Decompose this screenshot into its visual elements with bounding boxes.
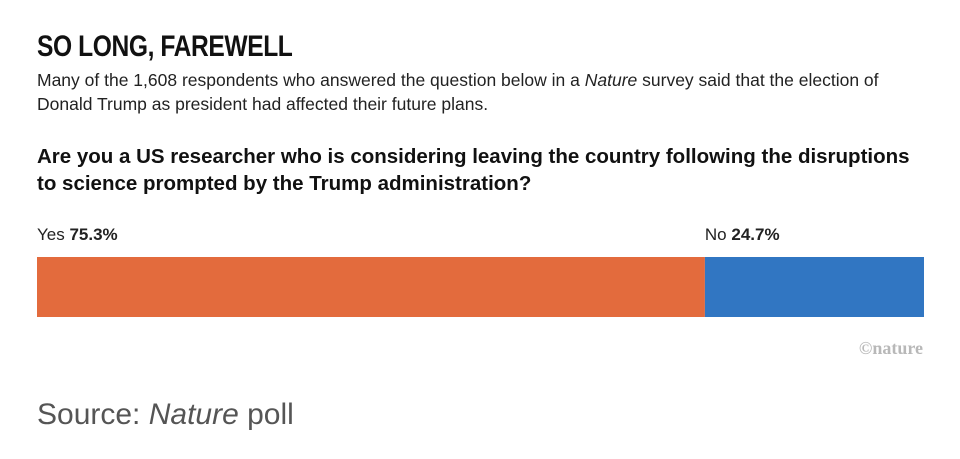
source-line: Source: Nature poll <box>37 398 294 432</box>
chart-subtitle: Many of the 1,608 respondents who answer… <box>37 68 917 116</box>
nature-credit: ©nature <box>858 338 923 358</box>
no-value: 24.7% <box>731 225 780 244</box>
survey-question: Are you a US researcher who is consideri… <box>37 145 910 195</box>
source-italic: Nature <box>148 398 239 431</box>
bar-segment-no <box>704 257 924 317</box>
no-category: No <box>704 225 727 244</box>
yes-category: Yes <box>37 225 65 244</box>
chart-title: SO LONG, FAREWELL <box>37 30 293 63</box>
no-label: No 24.7% <box>705 225 780 245</box>
source-suffix: poll <box>238 398 294 431</box>
subtitle-text-2: survey said that the election of Donald … <box>37 70 879 114</box>
source-prefix: Source: <box>37 398 149 431</box>
subtitle-italic: Nature <box>584 70 638 90</box>
bar-segment-yes <box>37 257 705 317</box>
yes-label: Yes 75.3% <box>37 225 118 245</box>
yes-value: 75.3% <box>69 225 118 244</box>
subtitle-text-1: Many of the 1,608 respondents who answer… <box>37 70 585 90</box>
